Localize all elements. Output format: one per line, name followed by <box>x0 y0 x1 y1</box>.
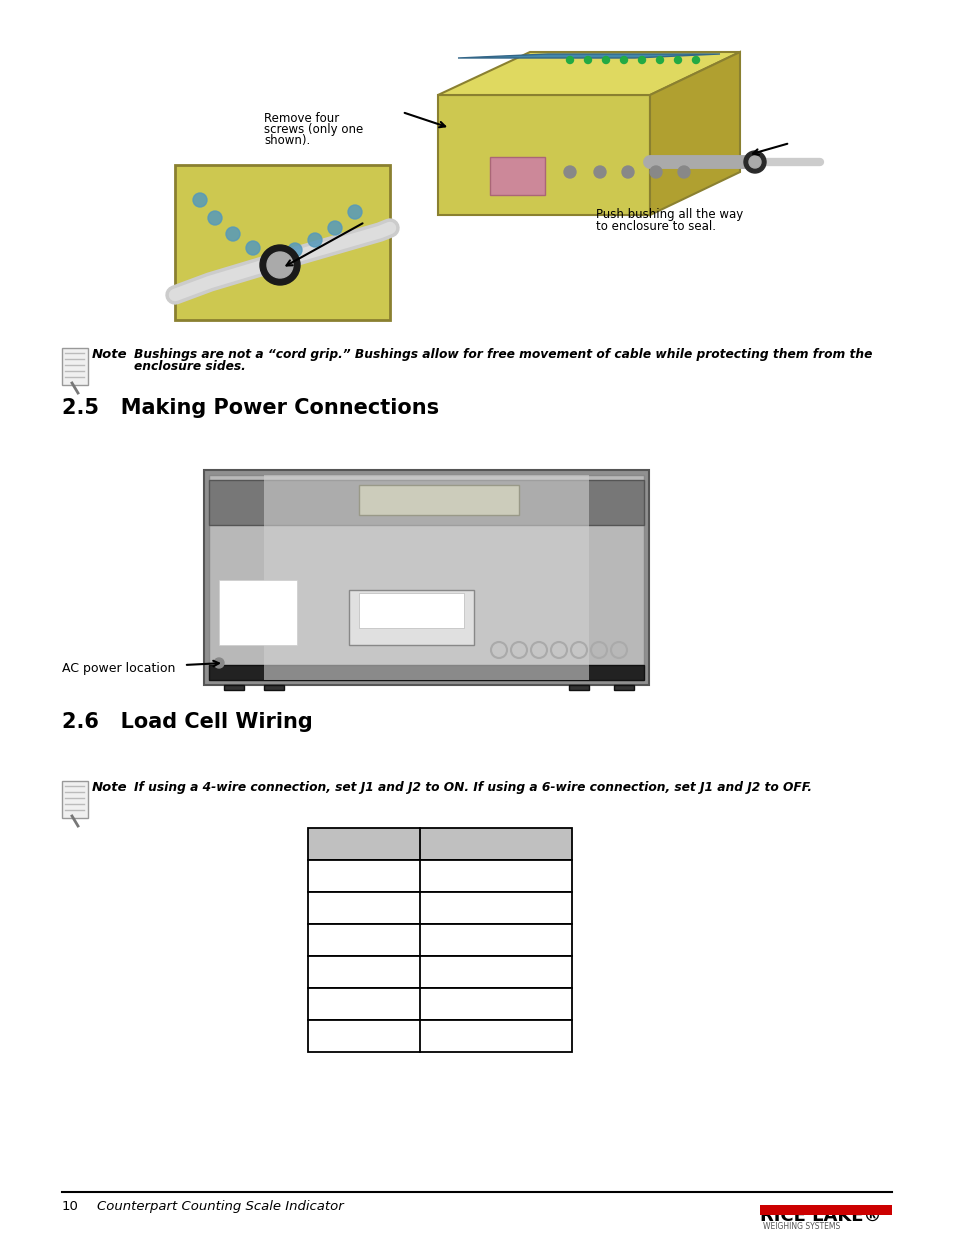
Bar <box>614 685 634 690</box>
Text: - Signal: - Signal <box>471 897 520 909</box>
Bar <box>209 475 643 680</box>
Text: 3: 3 <box>359 929 368 941</box>
Bar <box>224 685 244 690</box>
Text: - Sense: - Sense <box>471 961 520 973</box>
Text: Model: CP-150: Model: CP-150 <box>221 592 260 597</box>
Text: enclosure sides.: enclosure sides. <box>133 359 246 373</box>
Bar <box>308 860 572 892</box>
Circle shape <box>208 211 222 225</box>
Bar <box>308 956 572 988</box>
Text: to enclosure to seal.: to enclosure to seal. <box>596 220 716 233</box>
Circle shape <box>621 165 634 178</box>
Bar <box>308 1020 572 1052</box>
Text: screws (only one: screws (only one <box>264 124 363 136</box>
Text: DC-92-4E-I0-05-DC: DC-92-4E-I0-05-DC <box>361 598 427 604</box>
Bar <box>308 924 572 956</box>
Text: + Signal: + Signal <box>467 864 523 878</box>
Bar <box>760 1205 891 1215</box>
Bar <box>62 781 88 818</box>
Text: 2.6   Load Cell Wiring: 2.6 Load Cell Wiring <box>62 713 313 732</box>
Bar <box>568 685 588 690</box>
Circle shape <box>226 227 240 241</box>
Text: 6: 6 <box>359 1025 368 1037</box>
Circle shape <box>308 233 322 247</box>
Text: Remove four: Remove four <box>264 112 339 125</box>
Circle shape <box>656 57 662 63</box>
Text: 2: 2 <box>359 897 368 909</box>
Bar <box>308 827 572 860</box>
Circle shape <box>638 57 645 63</box>
Text: AC power location: AC power location <box>62 662 175 676</box>
Circle shape <box>348 205 361 219</box>
Text: Cap: 150 lbs: Cap: 150 lbs <box>221 606 255 611</box>
Text: 4: 4 <box>359 961 368 973</box>
Text: S/N: 123456: S/N: 123456 <box>221 599 254 604</box>
Circle shape <box>288 243 302 257</box>
Circle shape <box>602 57 609 63</box>
Text: RICE LAKE: RICE LAKE <box>221 585 261 592</box>
Text: 5: 5 <box>359 993 368 1005</box>
Bar <box>209 664 643 680</box>
Text: Note: Note <box>91 348 128 361</box>
Bar <box>264 685 284 690</box>
Text: Div: .05 lbs: Div: .05 lbs <box>221 613 252 618</box>
Circle shape <box>266 248 280 262</box>
Text: + Sense: + Sense <box>468 929 523 941</box>
Circle shape <box>594 165 605 178</box>
Polygon shape <box>437 52 740 95</box>
Circle shape <box>566 57 573 63</box>
Text: 2.5   Making Power Connections: 2.5 Making Power Connections <box>62 398 438 417</box>
Bar <box>264 475 588 680</box>
Text: Push bushing all the way: Push bushing all the way <box>596 207 742 221</box>
Circle shape <box>743 151 765 173</box>
Circle shape <box>692 57 699 63</box>
Polygon shape <box>437 95 649 215</box>
Circle shape <box>246 241 260 254</box>
Text: If using a 4-wire connection, set J1 and J2 to ON. If using a 6-wire connection,: If using a 4-wire connection, set J1 and… <box>133 781 811 794</box>
Circle shape <box>674 57 680 63</box>
Bar <box>490 157 544 195</box>
Circle shape <box>678 165 689 178</box>
Circle shape <box>328 221 341 235</box>
Bar <box>358 593 463 629</box>
Text: 10: 10 <box>62 1200 79 1213</box>
Polygon shape <box>457 54 720 58</box>
Text: Bushings are not a “cord grip.” Bushings allow for free movement of cable while : Bushings are not a “cord grip.” Bushings… <box>133 348 871 361</box>
Bar <box>204 471 648 685</box>
Text: Counterpart Counting Scale Indicator: Counterpart Counting Scale Indicator <box>97 1200 343 1213</box>
Bar <box>308 988 572 1020</box>
Text: J1 & J2: J1 & J2 <box>337 832 390 846</box>
Circle shape <box>748 156 760 168</box>
Text: RICE LAKE®: RICE LAKE® <box>760 1207 881 1225</box>
Bar <box>358 485 518 515</box>
Bar <box>174 165 390 320</box>
Text: Function: Function <box>462 832 529 846</box>
Circle shape <box>649 165 661 178</box>
Text: shown).: shown). <box>264 135 310 147</box>
Circle shape <box>260 245 299 285</box>
Circle shape <box>193 193 207 207</box>
Circle shape <box>213 658 224 668</box>
Bar <box>62 348 88 385</box>
Text: + Excitation: + Excitation <box>455 993 536 1005</box>
Text: - Excitation: - Excitation <box>458 1025 533 1037</box>
Text: Note: Note <box>91 781 128 794</box>
Bar <box>219 580 296 645</box>
Circle shape <box>563 165 576 178</box>
Bar <box>349 590 474 645</box>
Bar <box>209 480 643 525</box>
Bar <box>308 892 572 924</box>
Text: 1: 1 <box>359 864 368 878</box>
Circle shape <box>619 57 627 63</box>
Text: WEIGHING SYSTEMS: WEIGHING SYSTEMS <box>762 1221 840 1231</box>
Circle shape <box>584 57 591 63</box>
Circle shape <box>267 252 293 278</box>
Polygon shape <box>649 52 740 215</box>
